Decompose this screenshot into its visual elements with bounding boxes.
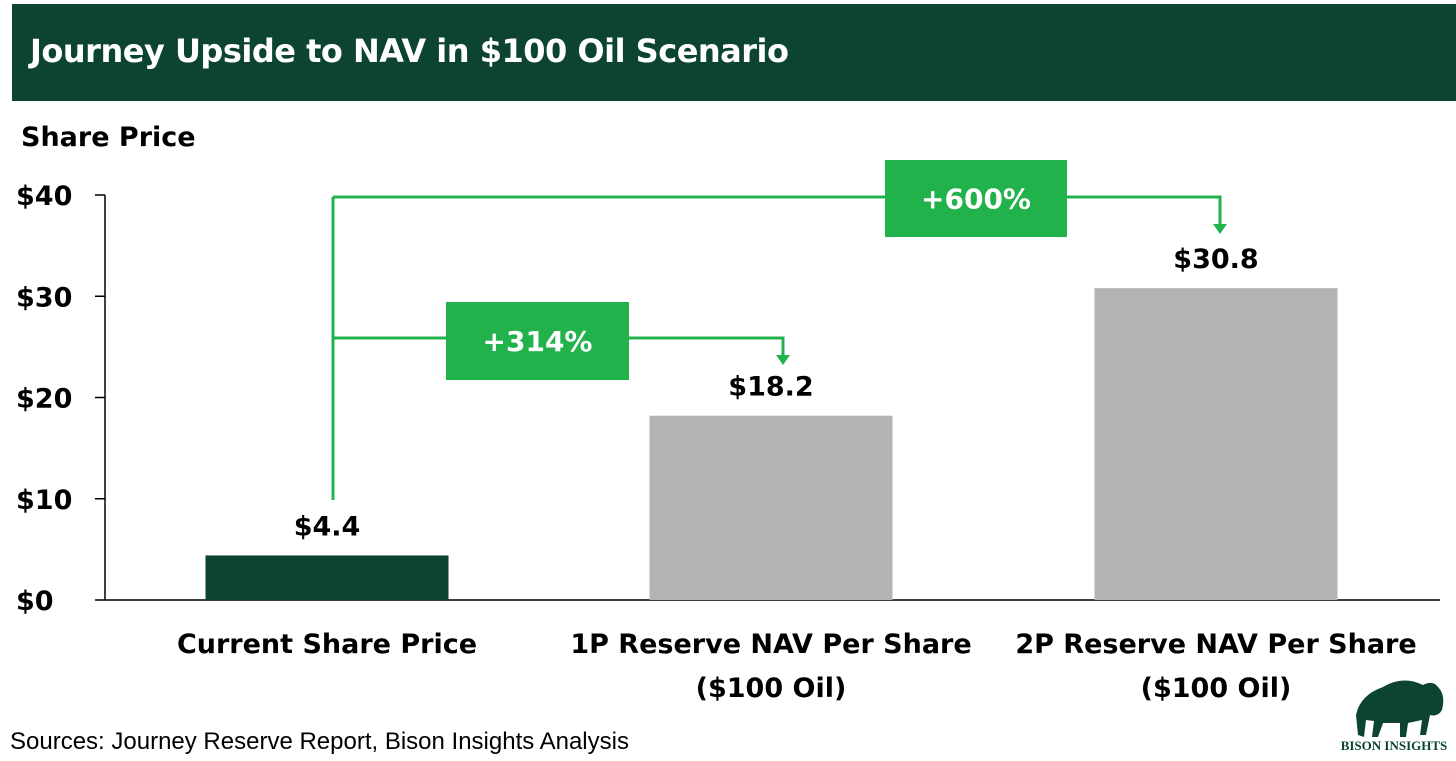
bar: [1094, 288, 1338, 600]
bison-logo-icon: [1356, 680, 1444, 737]
logo-text: BISON INSIGHTS: [1340, 738, 1448, 753]
bar: [649, 415, 893, 600]
data-label: $4.4: [294, 511, 361, 542]
annotation-box: [446, 302, 629, 380]
data-label: $18.2: [728, 372, 813, 403]
x-tick-label: Current Share Price: [177, 629, 477, 660]
x-tick-label: ($100 Oil): [696, 673, 847, 704]
annotation-label: +314%: [483, 325, 593, 358]
y-tick-label: $0: [16, 586, 54, 617]
annotation-box: [885, 160, 1067, 237]
y-tick-label: $20: [16, 384, 72, 415]
x-tick-label: 2P Reserve NAV Per Share: [1015, 629, 1416, 660]
annotation-label: +600%: [921, 183, 1031, 216]
data-label: $30.8: [1173, 244, 1258, 275]
y-tick-label: $30: [16, 282, 72, 313]
x-tick-label: ($100 Oil): [1141, 673, 1292, 704]
source-note: Sources: Journey Reserve Report, Bison I…: [10, 728, 629, 755]
connector-line: [333, 195, 1222, 226]
chart-title: Journey Upside to NAV in $100 Oil Scenar…: [30, 32, 789, 70]
y-tick-label: $10: [16, 485, 72, 516]
arrow-head-icon: [1213, 224, 1227, 234]
title-banner: Journey Upside to NAV in $100 Oil Scenar…: [12, 4, 1456, 101]
arrow-head-icon: [776, 355, 790, 365]
x-tick-label: 1P Reserve NAV Per Share: [570, 629, 971, 660]
y-tick-label: $40: [16, 181, 72, 212]
bar: [205, 555, 449, 600]
y-axis-label: Share Price: [21, 122, 196, 153]
